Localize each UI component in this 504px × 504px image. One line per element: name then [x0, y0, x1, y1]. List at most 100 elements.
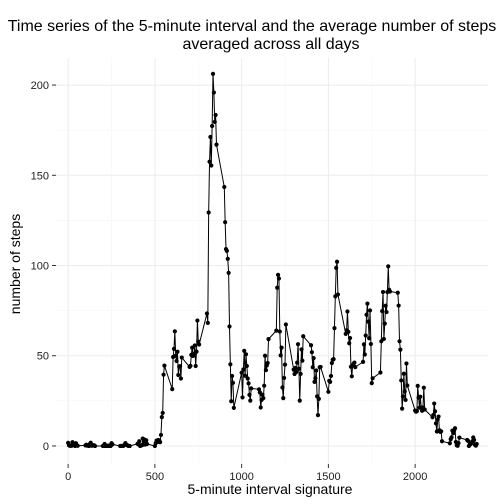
data-point — [335, 292, 341, 297]
data-point — [240, 395, 245, 400]
data-point — [294, 369, 299, 375]
x-tick-label: 2000 — [403, 471, 427, 483]
data-point — [193, 363, 198, 369]
data-point — [274, 328, 279, 333]
data-point — [331, 357, 336, 362]
data-point — [432, 409, 438, 414]
data-point — [279, 345, 284, 350]
data-point — [433, 421, 439, 426]
data-point — [395, 290, 400, 295]
data-points — [66, 71, 479, 449]
data-point — [380, 309, 385, 314]
data-point — [431, 412, 436, 418]
y-tick-label: 100 — [31, 261, 49, 273]
data-point — [346, 329, 351, 335]
data-point — [179, 355, 184, 360]
y-axis-tick-labels: 0 50 100 150 200 — [31, 80, 49, 453]
data-point — [246, 381, 251, 386]
data-point — [229, 399, 234, 404]
data-point — [422, 407, 427, 412]
data-point — [314, 368, 319, 373]
data-point — [247, 392, 252, 397]
data-point — [239, 370, 244, 375]
data-point — [110, 442, 115, 447]
data-point — [263, 368, 269, 373]
data-point — [439, 429, 444, 434]
data-point — [224, 248, 229, 253]
y-tick-label: 150 — [31, 170, 49, 182]
data-point — [160, 410, 165, 416]
data-point — [457, 435, 462, 440]
data-point — [275, 285, 280, 290]
data-point — [328, 379, 333, 384]
data-point — [449, 435, 454, 440]
data-point — [174, 358, 179, 364]
data-point — [399, 378, 404, 383]
data-point — [230, 373, 235, 379]
data-point — [334, 265, 339, 270]
data-point — [452, 426, 458, 431]
chart-title-line-1: Time series of the 5-minute interval and… — [8, 18, 497, 35]
data-point — [281, 396, 286, 401]
data-point — [212, 119, 217, 124]
data-point — [75, 443, 80, 448]
data-point — [265, 360, 270, 366]
data-point — [211, 90, 216, 95]
x-tick-label: 1500 — [316, 471, 340, 483]
data-point — [295, 342, 301, 347]
data-point — [360, 359, 366, 364]
data-point — [380, 289, 386, 295]
data-point — [365, 301, 370, 306]
data-point — [400, 406, 405, 411]
data-point — [230, 380, 236, 385]
data-point — [415, 383, 420, 388]
minor-grid — [56, 58, 488, 464]
data-point — [204, 311, 210, 316]
data-point — [228, 362, 233, 367]
major-grid — [56, 58, 488, 464]
data-point — [280, 385, 285, 390]
x-axis-title: 5-minute interval signature — [188, 481, 353, 497]
data-point — [231, 405, 236, 410]
data-point — [367, 336, 372, 341]
y-tick-label: 50 — [37, 351, 49, 363]
data-point — [178, 376, 184, 381]
data-point — [223, 220, 228, 225]
data-point — [311, 355, 316, 361]
data-point — [158, 432, 164, 438]
data-point — [222, 184, 227, 190]
data-point — [293, 365, 298, 370]
data-point — [162, 363, 167, 368]
data-point — [245, 376, 250, 381]
data-point — [144, 441, 150, 447]
data-point — [414, 409, 419, 414]
data-point — [349, 374, 354, 379]
data-point — [362, 352, 367, 357]
data-point — [347, 341, 352, 346]
data-point — [213, 112, 218, 118]
data-point — [345, 309, 350, 314]
data-point — [241, 367, 246, 372]
y-tick-label: 200 — [31, 80, 49, 92]
data-point — [418, 394, 423, 399]
data-point — [301, 334, 306, 339]
data-point — [197, 342, 202, 347]
data-point — [308, 343, 314, 348]
data-point — [300, 358, 305, 363]
data-point — [266, 337, 271, 342]
data-point — [195, 318, 200, 323]
data-point — [465, 438, 471, 443]
data-point — [361, 342, 367, 347]
data-point — [474, 441, 479, 447]
data-point — [192, 343, 197, 348]
data-point — [244, 363, 249, 369]
data-point — [386, 264, 391, 269]
data-point — [262, 353, 268, 358]
data-point — [370, 376, 375, 381]
y-axis-title: number of steps — [7, 214, 23, 314]
data-point — [159, 414, 164, 420]
data-point — [283, 322, 288, 327]
y-tick-label: 0 — [43, 441, 49, 453]
x-tick-label: 500 — [146, 471, 164, 483]
data-point — [243, 352, 249, 357]
